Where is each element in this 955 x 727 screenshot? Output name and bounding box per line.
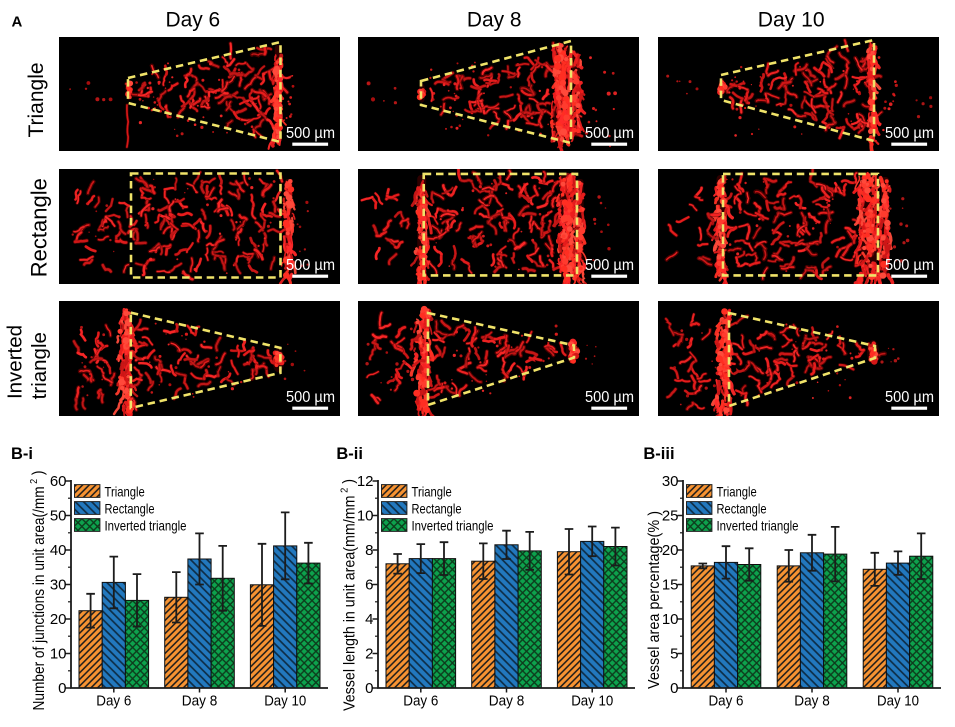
svg-text:Day 6: Day 6 [96,693,131,710]
svg-text:6: 6 [365,577,373,594]
svg-text:500 µm: 500 µm [286,257,335,274]
svg-text:10: 10 [357,508,374,525]
svg-text:2: 2 [365,646,373,663]
svg-text:20: 20 [50,611,67,628]
svg-text:40: 40 [50,542,67,559]
svg-text:Day 8: Day 8 [794,693,830,710]
svg-text:30: 30 [50,577,67,594]
svg-text:B-iii: B-iii [643,445,674,463]
svg-text:Day 6: Day 6 [166,8,221,32]
svg-text:15: 15 [662,577,679,594]
svg-text:500 µm: 500 µm [286,125,335,142]
svg-text:Day 6: Day 6 [709,693,744,710]
svg-text:Triangle: Triangle [105,484,145,500]
svg-text:0: 0 [670,680,678,697]
svg-text:Rectangle: Rectangle [105,501,155,517]
svg-text:500 µm: 500 µm [885,389,934,406]
svg-text:Day 8: Day 8 [182,693,218,710]
svg-text:Rectangle: Rectangle [27,178,52,277]
svg-text:4: 4 [365,611,373,628]
svg-text:Number of junctions in unit ar: Number of junctions in unit area(/mm 2 ) [28,471,48,711]
svg-text:Day 10: Day 10 [758,8,825,32]
svg-text:Rectangle: Rectangle [412,501,462,517]
svg-text:60: 60 [50,473,67,490]
svg-text:A: A [12,14,23,31]
svg-text:Inverted triangle: Inverted triangle [105,518,187,534]
svg-text:500 µm: 500 µm [585,389,634,406]
svg-text:Inverted triangle: Inverted triangle [412,518,494,534]
svg-text:25: 25 [662,508,679,525]
svg-text:Triangle: Triangle [717,484,757,500]
svg-text:500 µm: 500 µm [885,125,934,142]
svg-text:Inverted triangle: Inverted triangle [717,518,799,534]
svg-text:500 µm: 500 µm [585,257,634,274]
svg-text:12: 12 [357,473,374,490]
svg-text:Day 8: Day 8 [467,8,522,32]
svg-text:Vessel area percentage(% ): Vessel area percentage(% ) [646,511,663,689]
svg-text:Inverted: Inverted [4,325,27,399]
svg-text:Vessel length in unit area(mm/: Vessel length in unit area(mm/mm 2 ) [339,479,359,711]
svg-text:Day 8: Day 8 [489,693,525,710]
svg-text:10: 10 [50,646,67,663]
svg-text:Day 10: Day 10 [571,693,613,710]
svg-text:10: 10 [662,611,679,628]
svg-text:Day 10: Day 10 [877,693,919,710]
svg-text:500 µm: 500 µm [286,389,335,406]
svg-text:5: 5 [670,646,678,663]
svg-text:Day 6: Day 6 [403,693,438,710]
svg-text:0: 0 [58,680,66,697]
svg-text:Triangle: Triangle [412,484,452,500]
svg-text:Day 10: Day 10 [264,693,306,710]
svg-text:8: 8 [365,542,373,559]
svg-text:50: 50 [50,508,67,525]
svg-text:30: 30 [662,473,679,490]
svg-text:Triangle: Triangle [25,62,48,137]
svg-text:B-i: B-i [11,445,33,463]
svg-text:triangle: triangle [28,332,51,399]
svg-text:0: 0 [365,680,373,697]
svg-text:500 µm: 500 µm [585,125,634,142]
svg-text:B-ii: B-ii [336,445,363,463]
svg-text:Rectangle: Rectangle [717,501,767,517]
svg-text:20: 20 [662,542,679,559]
svg-text:500 µm: 500 µm [885,257,934,274]
